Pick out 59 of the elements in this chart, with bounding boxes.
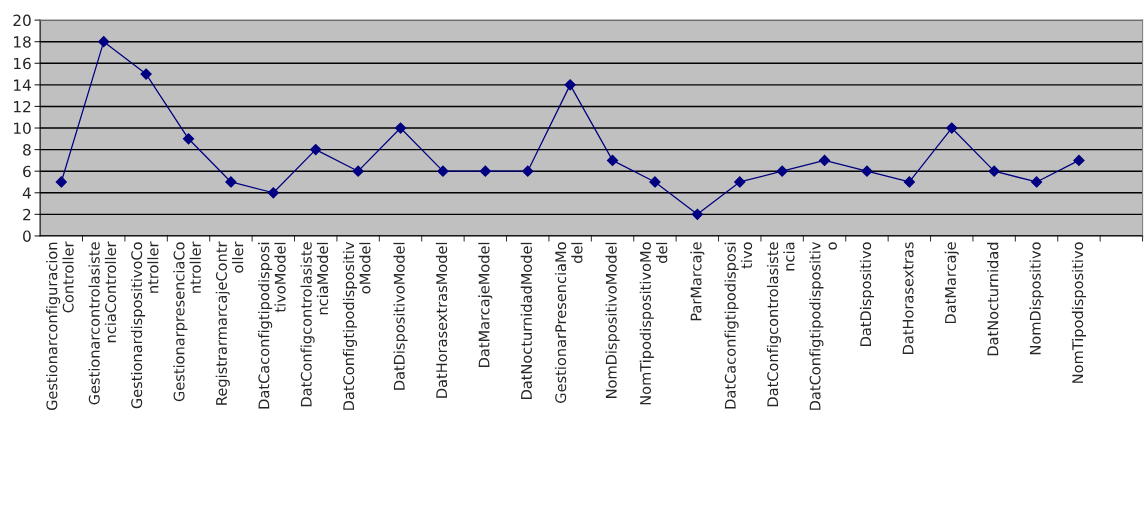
x-tick-label: DatMarcaje bbox=[944, 242, 959, 324]
point bbox=[734, 176, 746, 188]
y-tick-label: 16 bbox=[14, 57, 31, 70]
point bbox=[182, 133, 195, 145]
x-tick-label: DatNocturnidad bbox=[987, 242, 999, 356]
x-tick-label: DatNocturnidadModel bbox=[520, 242, 532, 400]
point bbox=[1073, 154, 1085, 166]
x-tick-label: DatHorasextras bbox=[902, 242, 914, 354]
point bbox=[140, 68, 152, 80]
x-tick-label: DatMarcajeModel bbox=[478, 242, 493, 367]
point bbox=[606, 154, 619, 166]
point bbox=[55, 176, 67, 188]
point bbox=[267, 187, 279, 199]
x-tick-label: GestionarpresenciaCo ntroller bbox=[173, 241, 201, 402]
point bbox=[649, 176, 661, 188]
x-tick-label: DatConfigcontrolasiste ncia bbox=[766, 242, 795, 407]
y-tick-label: 14 bbox=[14, 79, 31, 91]
x-tick-label: DatCaconfigtipodisposi tivoModel bbox=[258, 242, 286, 409]
y-tick-label: 10 bbox=[14, 122, 31, 135]
point bbox=[903, 176, 915, 188]
x-tick-label: GestionarPresenciaMo del bbox=[554, 242, 583, 403]
point bbox=[691, 208, 703, 220]
x-tick-label: DatConfigtipodispositiv o bbox=[809, 241, 837, 410]
y-tick-label: 2 bbox=[23, 208, 31, 221]
point bbox=[394, 122, 407, 134]
point bbox=[225, 176, 237, 188]
point bbox=[479, 165, 491, 177]
y-tick-label: 12 bbox=[14, 100, 31, 113]
point bbox=[988, 165, 1000, 177]
x-tick-label: NomDispositivoModel bbox=[605, 242, 620, 398]
point bbox=[946, 122, 958, 134]
point bbox=[776, 165, 788, 177]
x-tick-label: NomTipodispositivoMo del bbox=[639, 242, 668, 405]
point bbox=[522, 165, 534, 177]
x-tick-label: DatDispositivoModel bbox=[393, 242, 408, 390]
x-tick-label: NomTipodispositivo bbox=[1071, 242, 1087, 383]
x-tick-label: NomDispositivo bbox=[1029, 242, 1044, 355]
y-tick-label: 18 bbox=[14, 36, 31, 48]
x-tick-label: DatHorasextrasModel bbox=[435, 242, 448, 398]
y-tick-label: 20 bbox=[13, 14, 31, 27]
point bbox=[310, 143, 322, 156]
y-tick-label: 4 bbox=[22, 187, 31, 199]
point bbox=[352, 165, 364, 177]
y-tick-label: 0 bbox=[23, 230, 31, 242]
y-tick-label: 6 bbox=[23, 165, 31, 178]
point bbox=[1030, 176, 1043, 188]
x-tick-label: Gestionarconfiguracion Controller bbox=[46, 241, 74, 411]
point bbox=[98, 36, 110, 48]
point bbox=[437, 165, 449, 177]
x-tick-label: GestionardispositivoCo ntroller bbox=[130, 241, 159, 409]
x-tick-label: ParMarcaje bbox=[690, 242, 705, 321]
point bbox=[564, 79, 576, 91]
x-tick-label: DatCaconfigtipodisposi tivo bbox=[724, 242, 753, 409]
y-tick-label: 8 bbox=[23, 144, 31, 156]
point bbox=[818, 154, 831, 166]
x-tick-label: Gestionarcontrolasiste nciaController bbox=[88, 241, 117, 405]
x-tick-label: DatConfigtipodispositiv oModel bbox=[342, 241, 371, 410]
x-tick-label: DatDispositivo bbox=[859, 242, 875, 346]
point bbox=[861, 165, 873, 177]
